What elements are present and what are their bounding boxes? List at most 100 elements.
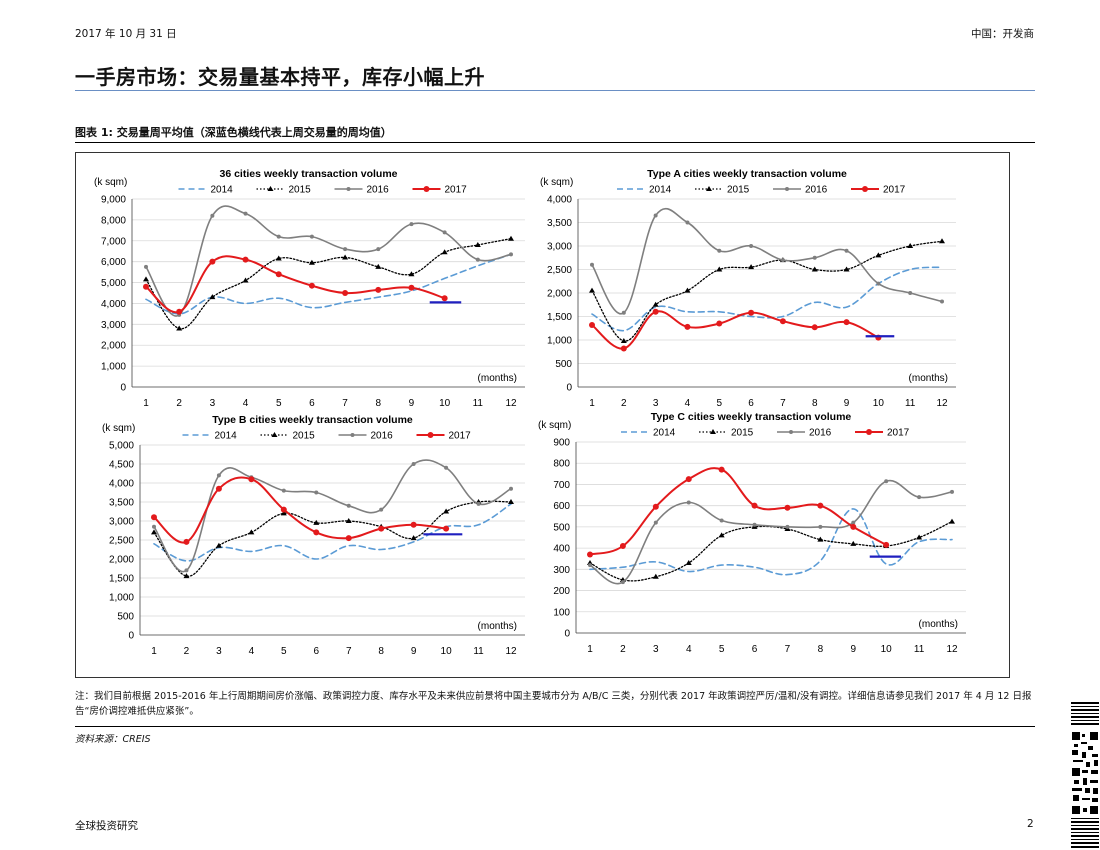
x-tick-label: 11 bbox=[473, 398, 484, 409]
data-point-2016 bbox=[844, 248, 849, 253]
page-title: 一手房市场：交易量基本持平，库存小幅上升 bbox=[75, 65, 485, 89]
legend-marker-2016 bbox=[785, 187, 789, 191]
data-point-2016 bbox=[509, 252, 513, 257]
legend-marker-2015 bbox=[267, 186, 274, 191]
data-point-2017 bbox=[850, 523, 857, 530]
data-point-2017 bbox=[684, 323, 691, 330]
y-tick-label: 400 bbox=[553, 544, 570, 555]
x-tick-label: 6 bbox=[752, 644, 758, 655]
x-tick-label: 3 bbox=[216, 646, 222, 657]
y-tick-label: 500 bbox=[117, 612, 134, 623]
series-line-2014 bbox=[589, 508, 953, 576]
y-tick-label: 1,500 bbox=[547, 312, 572, 323]
data-point-2016 bbox=[409, 222, 414, 227]
data-point-2016 bbox=[620, 580, 625, 585]
x-tick-label: 2 bbox=[620, 644, 626, 655]
x-tick-label: 9 bbox=[850, 644, 856, 655]
y-tick-label: 2,000 bbox=[547, 289, 572, 300]
chart-3: 0 500 1,000 1,500 2,000 2,500 3,000 3,500 4,000 4… bbox=[102, 414, 525, 657]
data-point-2016 bbox=[940, 299, 944, 304]
qr-code-icon bbox=[1070, 700, 1100, 850]
x-tick-label: 5 bbox=[276, 398, 282, 409]
y-tick-label: 200 bbox=[553, 586, 570, 597]
legend-marker-2016 bbox=[350, 433, 355, 437]
x-tick-label: 2 bbox=[176, 398, 182, 409]
data-point-2017 bbox=[143, 283, 149, 290]
series-line-2014 bbox=[591, 266, 943, 332]
legend-label-2017: 2017 bbox=[887, 428, 910, 439]
data-point-2017 bbox=[784, 504, 791, 511]
data-point-2015 bbox=[685, 559, 692, 565]
series-line-2014 bbox=[145, 253, 512, 315]
series-line-2014 bbox=[153, 503, 512, 562]
data-point-2015 bbox=[875, 252, 882, 258]
data-point-2016 bbox=[346, 503, 351, 508]
y-tick-label: 3,500 bbox=[547, 218, 572, 229]
y-tick-label: 1,500 bbox=[109, 574, 134, 585]
x-tick-label: 8 bbox=[812, 398, 818, 409]
x-tick-label: 5 bbox=[719, 644, 725, 655]
data-point-2017 bbox=[718, 466, 725, 473]
data-point-2017 bbox=[308, 282, 315, 289]
legend-label-2016: 2016 bbox=[371, 431, 394, 442]
data-point-2015 bbox=[652, 301, 659, 307]
data-point-2017 bbox=[410, 521, 417, 528]
data-point-2017 bbox=[589, 321, 595, 328]
legend-marker-2017 bbox=[427, 432, 434, 438]
x-tick-label: 7 bbox=[785, 644, 791, 655]
data-point-2016 bbox=[780, 258, 785, 263]
data-point-2015 bbox=[474, 241, 481, 247]
series-line-2015 bbox=[153, 500, 512, 577]
data-point-2015 bbox=[375, 263, 382, 269]
series-line-2016 bbox=[591, 208, 943, 315]
x-tick-label: 6 bbox=[309, 398, 315, 409]
y-tick-label: 500 bbox=[555, 359, 572, 370]
x-axis-label: (months) bbox=[478, 621, 517, 632]
x-tick-label: 8 bbox=[818, 644, 824, 655]
figure-divider bbox=[75, 142, 1035, 143]
data-point-2015 bbox=[215, 542, 222, 548]
data-point-2015 bbox=[209, 294, 216, 300]
y-tick-label: 800 bbox=[553, 459, 570, 470]
data-point-2017 bbox=[811, 324, 818, 331]
x-tick-label: 9 bbox=[844, 398, 850, 409]
y-tick-label: 3,500 bbox=[109, 498, 134, 509]
data-point-2017 bbox=[716, 320, 723, 327]
data-point-2016 bbox=[653, 213, 658, 218]
data-point-2015 bbox=[408, 271, 415, 277]
y-tick-label: 2,000 bbox=[101, 341, 126, 352]
x-axis-label: (months) bbox=[478, 373, 517, 384]
data-point-2017 bbox=[779, 318, 786, 325]
data-point-2015 bbox=[587, 559, 593, 565]
data-point-2017 bbox=[151, 514, 157, 521]
x-tick-label: 1 bbox=[589, 398, 595, 409]
chart-1: 0 1,000 2,000 3,000 4,000 5,000 6,000 7,000 8,00… bbox=[94, 168, 525, 409]
series-line-2016 bbox=[589, 479, 953, 585]
data-point-2016 bbox=[749, 244, 754, 248]
data-point-2016 bbox=[818, 524, 823, 529]
data-point-2016 bbox=[276, 234, 281, 239]
data-point-2015 bbox=[916, 534, 923, 540]
x-tick-label: 1 bbox=[151, 646, 157, 657]
y-axis-label: (k sqm) bbox=[540, 177, 573, 188]
x-axis-label: (months) bbox=[909, 373, 948, 384]
legend-marker-2016 bbox=[346, 187, 351, 191]
data-point-2016 bbox=[210, 213, 215, 218]
legend-label-2016: 2016 bbox=[367, 185, 390, 196]
legend-marker-2015 bbox=[706, 186, 712, 191]
x-tick-label: 7 bbox=[342, 398, 348, 409]
x-tick-label: 2 bbox=[184, 646, 190, 657]
data-point-2017 bbox=[375, 286, 382, 293]
data-point-2016 bbox=[812, 255, 817, 260]
report-section: 中国：开发商 bbox=[971, 28, 1034, 40]
legend-marker-2017 bbox=[423, 186, 430, 192]
y-tick-label: 1,000 bbox=[547, 336, 572, 347]
y-tick-label: 0 bbox=[120, 383, 126, 394]
data-point-2017 bbox=[275, 271, 282, 278]
data-point-2016 bbox=[653, 520, 658, 525]
y-tick-label: 5,000 bbox=[109, 441, 134, 452]
x-tick-label: 2 bbox=[621, 398, 627, 409]
legend-marker-2015 bbox=[710, 429, 716, 434]
data-point-2017 bbox=[209, 258, 216, 265]
report-date: 2017 年 10 月 31 日 bbox=[75, 28, 177, 40]
